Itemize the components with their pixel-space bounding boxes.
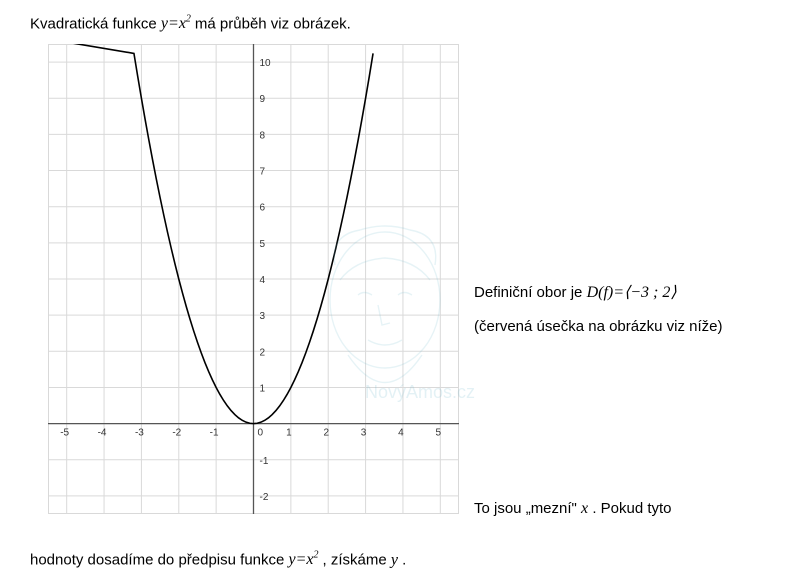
- svg-text:-2: -2: [172, 428, 181, 439]
- svg-text:4: 4: [260, 275, 266, 286]
- domain-text-label: Definiční obor je: [474, 284, 587, 301]
- formula-y-eq-x2-bottom: y=x2: [289, 551, 323, 568]
- formula-exp: 2: [186, 14, 191, 25]
- formula-eq: =: [168, 15, 179, 32]
- svg-text:4: 4: [398, 428, 404, 439]
- boundary-x-var: x: [581, 500, 588, 517]
- substitute-c: .: [402, 551, 406, 568]
- chart-svg: -5 -4 -3 -2 -1 0 1 2 3 4 5 -2 -1 1 2 3 4 5 6 7 8 9 10: [48, 44, 459, 514]
- svg-text:3: 3: [361, 428, 367, 439]
- intro-text-a: Kvadratická funkce: [30, 15, 161, 32]
- domain-text: Definiční obor je D(f)=⟨−3 ; 2⟩: [474, 282, 794, 302]
- boundary-x-text: To jsou „mezní" x . Pokud tyto: [474, 500, 794, 518]
- parabola-curve: [48, 44, 373, 424]
- svg-text:1: 1: [260, 383, 266, 394]
- svg-text:6: 6: [260, 203, 266, 214]
- substitute-b: , získáme: [323, 551, 391, 568]
- svg-text:10: 10: [260, 58, 272, 69]
- formula-var-y: y: [161, 15, 168, 32]
- parabola-chart: -5 -4 -3 -2 -1 0 1 2 3 4 5 -2 -1 1 2 3 4 5 6 7 8 9 10: [48, 44, 459, 514]
- svg-text:8: 8: [260, 130, 266, 141]
- substitute-text: hodnoty dosadíme do předpisu funkce y=x2…: [30, 550, 406, 569]
- domain-formula: D(f)=⟨−3 ; 2⟩: [587, 284, 677, 301]
- svg-text:-1: -1: [210, 428, 219, 439]
- formula2-var-x: x: [306, 551, 313, 568]
- svg-text:-1: -1: [260, 456, 269, 467]
- svg-text:9: 9: [260, 94, 266, 105]
- svg-text:-3: -3: [135, 428, 144, 439]
- svg-text:-2: -2: [260, 492, 269, 503]
- formula-var-x: x: [179, 15, 186, 32]
- svg-text:2: 2: [323, 428, 329, 439]
- svg-text:5: 5: [436, 428, 442, 439]
- red-segment-note: (červená úsečka na obrázku viz níže): [474, 318, 722, 335]
- svg-text:5: 5: [260, 239, 266, 250]
- svg-text:-4: -4: [98, 428, 107, 439]
- svg-text:1: 1: [286, 428, 292, 439]
- svg-text:7: 7: [260, 167, 266, 178]
- boundary-x-b: . Pokud tyto: [592, 500, 671, 517]
- substitute-a: hodnoty dosadíme do předpisu funkce: [30, 551, 289, 568]
- svg-text:-5: -5: [60, 428, 69, 439]
- svg-text:0: 0: [258, 428, 264, 439]
- formula2-exp: 2: [314, 550, 319, 561]
- formula2-eq: =: [296, 551, 307, 568]
- intro-text-b: má průběh viz obrázek.: [195, 15, 351, 32]
- substitute-y: y: [391, 551, 398, 568]
- svg-text:2: 2: [260, 347, 266, 358]
- formula-y-eq-x2: y=x2: [161, 15, 195, 32]
- chart-tick-labels: -5 -4 -3 -2 -1 0 1 2 3 4 5 -2 -1 1 2 3 4 5 6 7 8 9 10: [60, 58, 441, 503]
- boundary-x-a: To jsou „mezní": [474, 500, 581, 517]
- formula2-var-y: y: [289, 551, 296, 568]
- intro-text: Kvadratická funkce y=x2 má průběh viz ob…: [30, 14, 351, 33]
- svg-text:3: 3: [260, 311, 266, 322]
